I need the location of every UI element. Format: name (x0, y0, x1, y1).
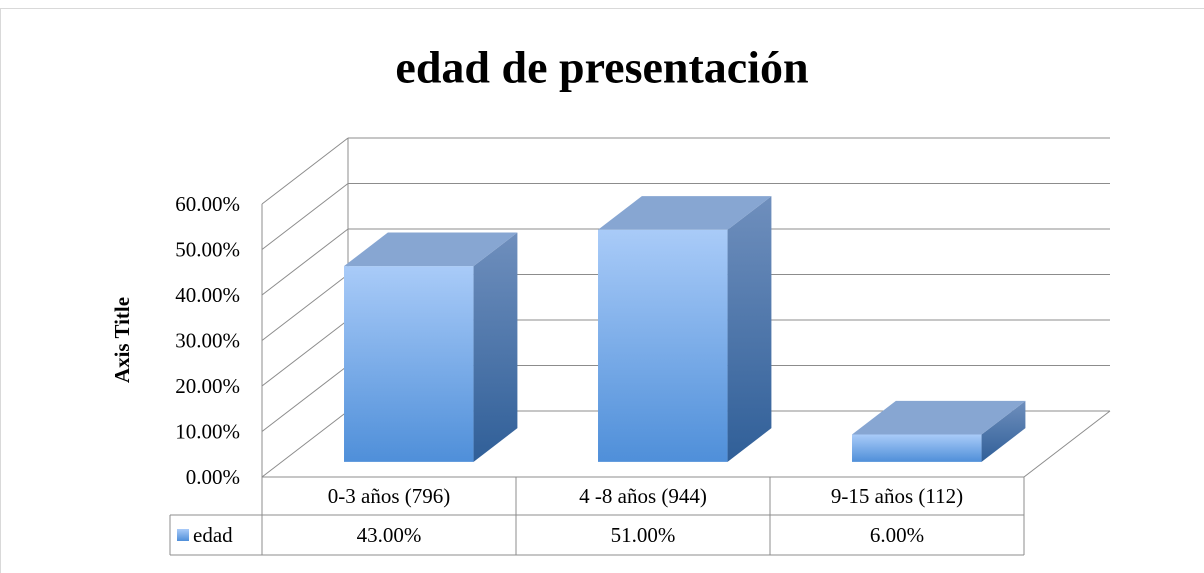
bar-front (344, 266, 474, 462)
grid-line (261, 319, 349, 387)
x-tick-label: 0-3 años (796) (328, 484, 450, 508)
y-tick-label: 50.00% (175, 237, 240, 261)
y-axis-title: Axis Title (110, 297, 134, 383)
bar-side (727, 196, 772, 462)
x-tick-label: 4 -8 años (944) (579, 484, 707, 508)
legend-label: edad (193, 523, 233, 547)
grid-line (261, 137, 349, 205)
y-tick-label: 40.00% (175, 283, 240, 307)
data-label: 43.00% (357, 523, 422, 547)
bar-top (598, 196, 772, 230)
grid-line (261, 274, 349, 341)
legend-swatch (177, 529, 189, 541)
floor-edge (1023, 410, 1111, 478)
y-tick-label: 30.00% (175, 328, 240, 352)
bar-top (344, 232, 518, 267)
data-label: 6.00% (870, 523, 924, 547)
x-tick-label: 9-15 años (112) (831, 484, 963, 508)
y-tick-label: 10.00% (175, 419, 240, 443)
grid-line (261, 410, 349, 478)
data-label: 51.00% (611, 523, 676, 547)
bar-side (981, 400, 1026, 462)
grid-line (261, 183, 349, 250)
bar-side (473, 232, 518, 462)
chart-border (0, 8, 1204, 573)
bar-top (852, 400, 1026, 435)
bar-front (852, 434, 982, 462)
chart-title: edad de presentación (395, 42, 808, 93)
y-tick-label: 60.00% (175, 192, 240, 216)
bar-front (598, 229, 728, 462)
grid-line (261, 365, 349, 432)
y-tick-label: 20.00% (175, 374, 240, 398)
y-tick-label: 0.00% (186, 465, 240, 489)
grid-line (261, 228, 349, 296)
